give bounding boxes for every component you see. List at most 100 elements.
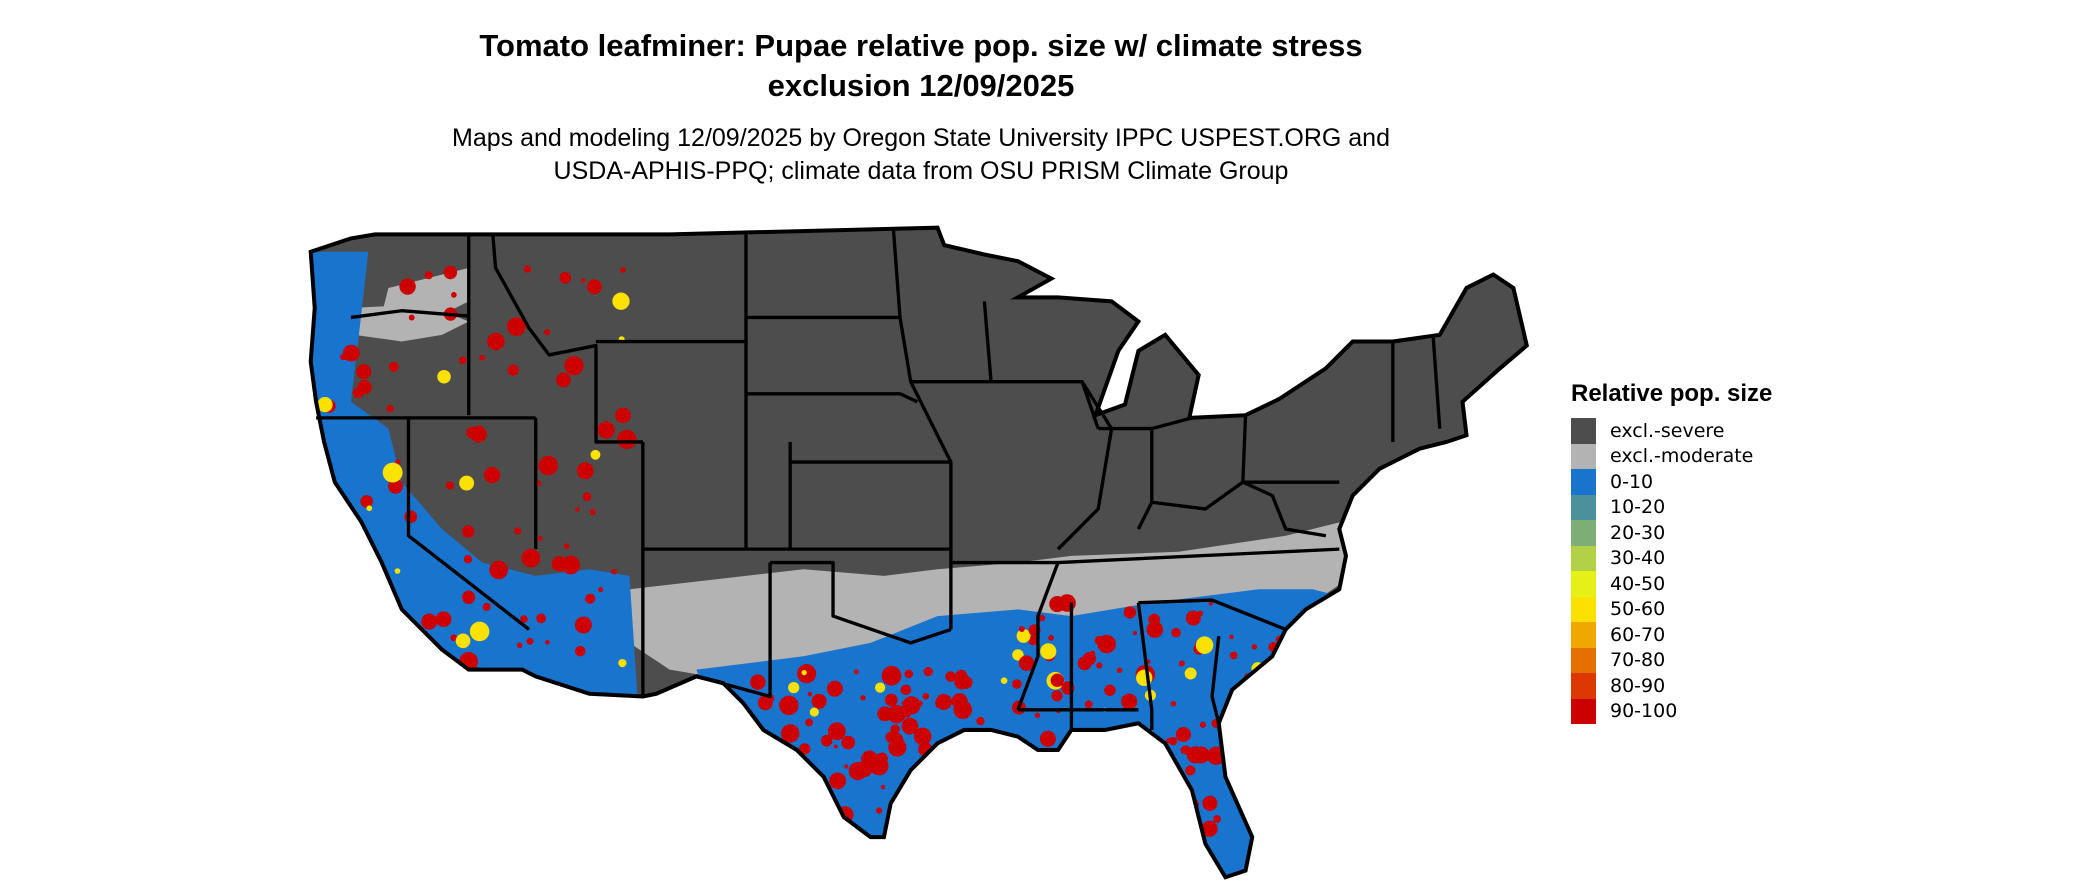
state-border	[1056, 380, 1114, 551]
state-border	[1138, 598, 1287, 632]
suitability-patch	[902, 696, 921, 715]
suitability-patch	[1077, 656, 1092, 671]
suitability-patch	[1213, 815, 1221, 823]
suitability-patch	[483, 466, 501, 484]
suitability-patch	[1028, 635, 1038, 646]
suitability-patch	[958, 735, 967, 744]
legend-label: excl.-severe	[1610, 419, 1725, 442]
suitability-patch	[750, 674, 766, 690]
suitability-patch	[356, 364, 372, 380]
legend-label: 0-10	[1610, 470, 1654, 493]
suitability-patch	[536, 613, 546, 624]
excl-severe-sierra	[408, 421, 489, 536]
suitability-patch	[923, 666, 933, 677]
suitability-patch	[1255, 676, 1268, 689]
suitability-patch	[394, 568, 401, 574]
suitability-patch	[811, 693, 827, 709]
suitability-patch	[841, 735, 855, 750]
suitability-patch	[341, 558, 358, 575]
suitability-patch	[463, 555, 473, 564]
suitability-patch	[1170, 701, 1177, 707]
legend-swatch	[1571, 571, 1596, 597]
suitability-patch	[1096, 662, 1103, 669]
suitability-patch	[437, 369, 451, 384]
legend-item: 50-60	[1571, 596, 1772, 622]
suitability-patch	[563, 543, 570, 549]
suitability-patch	[388, 361, 399, 372]
suitability-patch	[954, 674, 970, 690]
suitability-patch	[1195, 636, 1214, 654]
suitability-patch	[458, 356, 467, 365]
suitability-patch	[620, 267, 626, 273]
suitability-patch	[424, 271, 433, 280]
suitability-patch	[314, 491, 332, 509]
state-border	[1016, 561, 1060, 711]
suitability-patch	[489, 560, 508, 580]
suitability-patch	[395, 459, 401, 465]
state-border	[950, 547, 1340, 565]
suitability-patch	[469, 621, 490, 642]
legend-item: 20-30	[1571, 520, 1772, 546]
state-border	[491, 234, 643, 444]
state-border	[745, 392, 919, 404]
suitability-patch	[1146, 621, 1164, 638]
suitability-patch	[1186, 746, 1204, 764]
suitability-patch	[399, 634, 414, 649]
subtitle-line-1: Maps and modeling 12/09/2025 by Oregon S…	[452, 124, 1390, 152]
map-subtitle: Maps and modeling 12/09/2025 by Oregon S…	[0, 122, 1842, 188]
suitability-patch	[1275, 669, 1286, 680]
suitability-patch	[805, 718, 813, 727]
suitability-patch	[827, 722, 846, 741]
suitability-patch	[1123, 606, 1137, 619]
suitability-patch	[587, 279, 602, 295]
legend-label: 70-80	[1610, 649, 1666, 672]
state-borders	[316, 227, 1442, 730]
legend-swatch	[1571, 494, 1596, 520]
suitability-patch	[875, 807, 883, 814]
legend-item: 60-70	[1571, 622, 1772, 648]
suitability-patch	[575, 645, 586, 657]
suitability-patch	[1199, 721, 1206, 728]
suitability-patch	[1018, 655, 1035, 671]
suitability-patch	[853, 669, 859, 675]
suitability-patch	[561, 555, 581, 575]
suitability-patch	[459, 475, 475, 491]
suitability-patch	[1274, 699, 1285, 710]
suitability-patch	[582, 492, 592, 502]
legend-label: 30-40	[1610, 547, 1666, 570]
suitability-patch	[516, 642, 523, 648]
us-outline	[308, 225, 1530, 880]
suitability-patch	[404, 510, 418, 524]
suitability-patch	[807, 691, 813, 697]
suitability-patch	[617, 429, 637, 450]
title-line-2: exclusion 12/09/2025	[767, 68, 1075, 103]
legend-item: 10-20	[1571, 494, 1772, 520]
suitability-patch	[976, 716, 985, 726]
legend-item: 90-100	[1571, 698, 1772, 724]
suitability-patch	[386, 642, 397, 653]
suitability-patch	[1097, 634, 1116, 654]
suitability-patch	[487, 332, 505, 351]
suitability-patch	[1018, 626, 1025, 632]
suitability-patch	[340, 353, 347, 361]
state-border	[1210, 636, 1221, 724]
legend-swatch	[1571, 520, 1596, 546]
suitability-patch	[890, 724, 900, 734]
legend-label: 40-50	[1610, 572, 1666, 595]
suitability-patch	[1178, 660, 1185, 667]
state-border	[406, 417, 531, 631]
legend-item: 40-50	[1571, 571, 1772, 597]
suitability-patch	[526, 637, 534, 645]
suitability-patch	[399, 278, 416, 295]
suitability-patch	[421, 613, 438, 630]
suitability-patch	[1202, 795, 1218, 811]
suitability-patch	[1185, 765, 1196, 776]
suitability-patch	[317, 396, 333, 413]
legend-label: 80-90	[1610, 674, 1666, 697]
suitability-patch	[1157, 797, 1178, 818]
suitability-patch	[462, 525, 475, 538]
suitability-patch	[445, 481, 454, 490]
suitability-patch	[913, 727, 932, 746]
state-border	[982, 301, 993, 382]
suitability-patch	[365, 569, 383, 586]
